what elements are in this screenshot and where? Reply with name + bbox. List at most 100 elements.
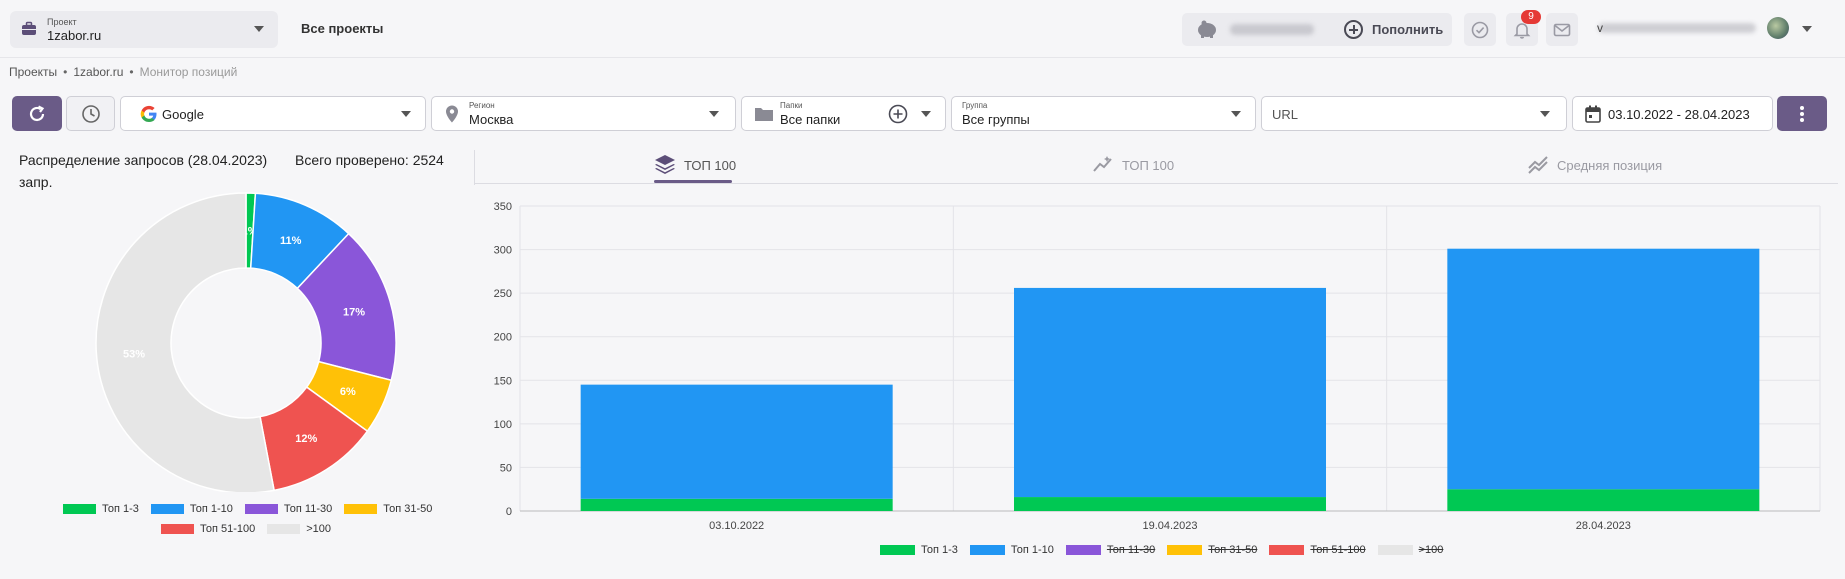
positions-bar-chart: 0 50 100 150 200 250 300 350 03.10.2022 19.04.202… <box>494 201 1821 532</box>
plus-circle-icon[interactable] <box>1344 20 1363 39</box>
add-folder-icon[interactable] <box>888 104 908 124</box>
breadcrumb-projects[interactable]: Проекты <box>9 65 58 79</box>
legend-item[interactable]: Топ 1-3 <box>63 503 139 515</box>
y-tick-label: 50 <box>500 462 512 474</box>
top-header: Проект 1zabor.ru Все проекты Пополнить 9 <box>0 0 1845 58</box>
avatar[interactable] <box>1767 17 1789 39</box>
legend-swatch <box>344 504 378 515</box>
distribution-total: Всего проверено: 2524 <box>295 152 444 168</box>
chevron-down-icon <box>921 111 931 117</box>
legend-item[interactable]: Топ 51-100 <box>161 523 255 535</box>
donut-slice-5[interactable] <box>95 192 275 492</box>
date-range-picker[interactable]: 03.10.2022 - 28.04.2023 <box>1572 96 1773 131</box>
piggy-bank-icon <box>1198 20 1216 38</box>
legend-item[interactable]: >100 <box>267 523 331 535</box>
breadcrumb-current: Монитор позиций <box>139 65 238 79</box>
legend-item[interactable]: Топ 1-10 <box>150 503 233 515</box>
x-tick-label: 03.10.2022 <box>709 520 764 532</box>
legend-label: Топ 1-3 <box>102 503 139 515</box>
legend-label: >100 <box>1418 544 1444 556</box>
project-select[interactable]: Проект 1zabor.ru <box>10 11 278 48</box>
y-tick-label: 200 <box>494 332 512 344</box>
refresh-button[interactable] <box>12 96 62 131</box>
location-pin-icon <box>446 105 458 123</box>
all-projects-link[interactable]: Все проекты <box>301 21 384 36</box>
clock-icon <box>82 105 100 123</box>
folders-value: Все папки <box>780 112 841 127</box>
legend-label: Топ 11-30 <box>1106 544 1156 556</box>
chevron-down-icon <box>1231 111 1241 117</box>
legend-item[interactable]: Топ 31-50 <box>344 503 432 515</box>
bar-segment[interactable] <box>1447 489 1760 511</box>
search-engine-value: Google <box>162 107 204 122</box>
topup-button[interactable]: Пополнить <box>1372 22 1444 37</box>
y-tick-label: 100 <box>494 419 512 431</box>
chevron-down-icon <box>709 111 719 117</box>
donut-legend-row-2: Топ 51-100 >100 <box>161 523 343 535</box>
bell-icon <box>1513 23 1531 39</box>
legend-item[interactable]: Топ 1-3 <box>880 544 958 556</box>
tasks-button[interactable] <box>1464 13 1496 46</box>
legend-label: Топ 51-100 <box>1310 544 1366 556</box>
legend-item[interactable]: Топ 11-30 <box>1065 544 1156 556</box>
balance-widget: Пополнить <box>1182 13 1452 46</box>
legend-item[interactable]: Топ 51-100 <box>1269 544 1366 556</box>
legend-item[interactable]: Топ 11-30 <box>244 503 332 515</box>
legend-item[interactable]: >100 <box>1377 544 1444 556</box>
legend-label: Топ 1-10 <box>189 503 233 515</box>
double-line-chart-icon <box>1528 156 1548 174</box>
bar-segment[interactable] <box>580 384 893 499</box>
y-tick-label: 350 <box>494 201 512 213</box>
legend-item[interactable]: Топ 31-50 <box>1167 544 1257 556</box>
y-tick-label: 150 <box>494 375 512 387</box>
project-select-value: 1zabor.ru <box>47 28 102 43</box>
folders-select[interactable]: Папки Все папки <box>741 96 946 131</box>
chevron-down-icon <box>401 111 411 117</box>
x-tick-label: 19.04.2023 <box>1142 520 1197 532</box>
bar-segment[interactable] <box>1014 497 1326 511</box>
legend-item[interactable]: Топ 1-10 <box>969 544 1054 556</box>
bar-segment[interactable] <box>1014 287 1326 498</box>
breadcrumb-project[interactable]: 1zabor.ru <box>73 65 124 79</box>
more-vertical-icon <box>1800 106 1804 122</box>
project-select-label: Проект <box>47 17 77 27</box>
active-tab-indicator <box>654 180 732 183</box>
group-value: Все группы <box>962 112 1030 127</box>
distribution-donut-chart: 1%11%17%6%12%53% <box>95 192 397 492</box>
tab-label: ТОП 100 <box>684 158 737 173</box>
legend-label: Топ 1-3 <box>921 544 958 556</box>
legend-swatch <box>161 524 194 535</box>
legend-label: Топ 51-100 <box>200 523 256 535</box>
check-circle-icon <box>1471 21 1489 39</box>
chevron-down-icon <box>1540 111 1550 117</box>
legend-swatch <box>63 504 96 515</box>
region-select[interactable]: Регион Москва <box>431 96 736 131</box>
x-tick-label: 28.04.2023 <box>1576 520 1631 532</box>
user-menu-chevron-icon[interactable] <box>1802 26 1812 32</box>
bar-segment[interactable] <box>1447 248 1760 490</box>
tabs-divider <box>475 183 1838 184</box>
folder-icon <box>755 108 773 121</box>
donut-slice-label: 11% <box>280 235 302 247</box>
refresh-icon <box>29 105 45 122</box>
legend-swatch <box>969 545 1005 556</box>
distribution-title: Распределение запросов (28.04.2023) <box>19 152 268 168</box>
messages-button[interactable] <box>1546 13 1578 46</box>
group-select[interactable]: Группа Все группы <box>951 96 1256 131</box>
legend-label: >100 <box>306 523 332 535</box>
legend-swatch <box>267 524 301 535</box>
search-engine-select[interactable]: Google <box>120 96 426 131</box>
region-value: Москва <box>469 112 514 127</box>
y-tick-label: 0 <box>506 506 512 518</box>
date-range-value: 03.10.2022 - 28.04.2023 <box>1608 107 1750 122</box>
url-select[interactable]: URL <box>1261 96 1567 131</box>
bar-segment[interactable] <box>580 498 893 511</box>
mail-icon <box>1553 23 1571 37</box>
folders-label: Папки <box>780 101 803 110</box>
legend-swatch <box>1377 545 1413 556</box>
more-options-button[interactable] <box>1777 96 1827 131</box>
y-tick-label: 250 <box>494 288 512 300</box>
history-button[interactable] <box>66 96 115 131</box>
layers-icon <box>655 155 675 174</box>
chevron-down-icon <box>254 26 264 32</box>
